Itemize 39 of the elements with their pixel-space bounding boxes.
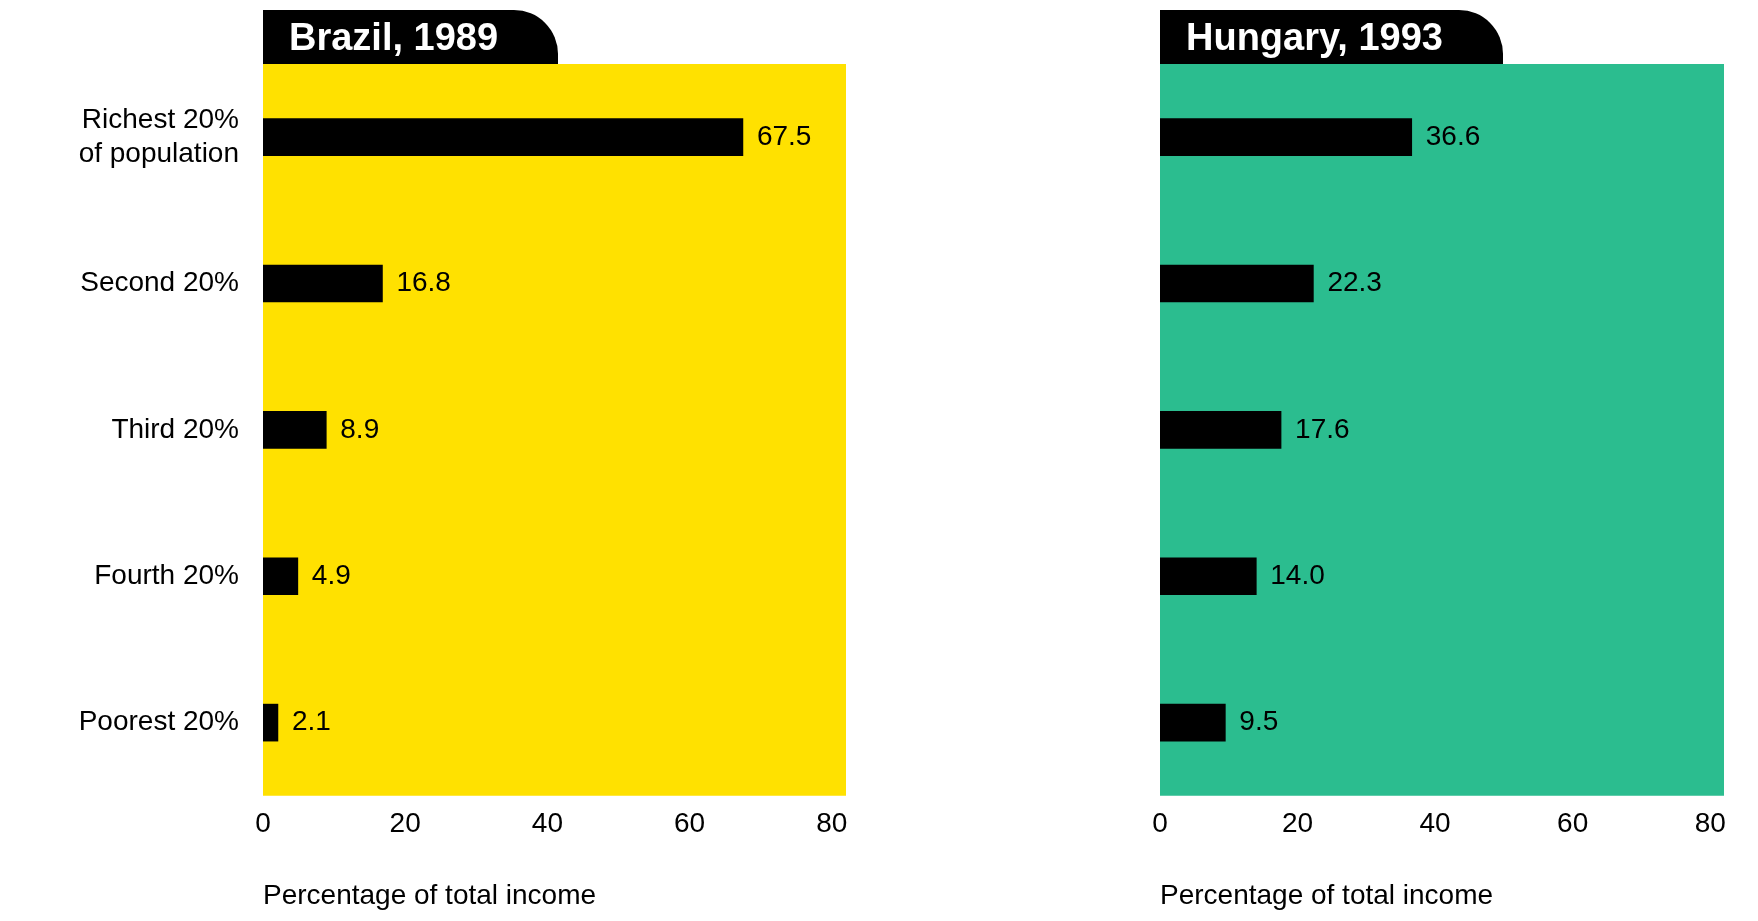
y-tick-label: Poorest 20%: [78, 705, 239, 737]
y-tick-label: Fourth 20%: [94, 558, 239, 590]
data-label: 8.9: [340, 412, 380, 444]
x-tick-label: 20: [1281, 807, 1314, 839]
x-tick-label: 80: [1694, 807, 1726, 839]
data-label: 14.0: [1270, 558, 1325, 590]
data-label: 2.1: [291, 705, 331, 737]
bar: [263, 411, 327, 449]
bar: [1160, 557, 1257, 596]
x-axis-title: Percentage of total income: [263, 878, 597, 910]
chart-title: Brazil, 1989: [263, 10, 559, 64]
x-axis-title: Percentage of total income: [1160, 878, 1494, 910]
bar: [263, 557, 299, 596]
data-label: 17.6: [1295, 412, 1350, 444]
data-label: 9.5: [1239, 705, 1279, 737]
bar: [1160, 411, 1282, 449]
data-label: 22.3: [1327, 266, 1382, 298]
x-tick-label: 40: [1419, 807, 1451, 839]
y-tick-label: Richest 20% of population: [78, 103, 239, 168]
data-label: 4.9: [311, 558, 351, 590]
x-tick-label: 0: [255, 807, 271, 839]
data-label: 36.6: [1425, 119, 1481, 151]
bar: [263, 118, 744, 157]
data-label: 67.5: [756, 119, 812, 151]
x-tick-label: 40: [531, 807, 563, 839]
x-tick-label: 80: [816, 807, 848, 839]
data-label: 16.8: [396, 266, 451, 298]
bar: [263, 703, 279, 742]
x-tick-label: 60: [674, 807, 706, 839]
bar: [1160, 703, 1226, 742]
y-tick-label: Third 20%: [111, 412, 239, 444]
chart-title: Hungary, 1993: [1160, 10, 1503, 64]
y-tick-label: Second 20%: [80, 266, 239, 298]
bar: [1160, 264, 1314, 303]
x-tick-label: 0: [1152, 807, 1168, 839]
x-tick-label: 20: [389, 807, 421, 839]
bar: [1160, 118, 1413, 157]
x-tick-label: 60: [1557, 807, 1589, 839]
bar: [263, 264, 383, 303]
